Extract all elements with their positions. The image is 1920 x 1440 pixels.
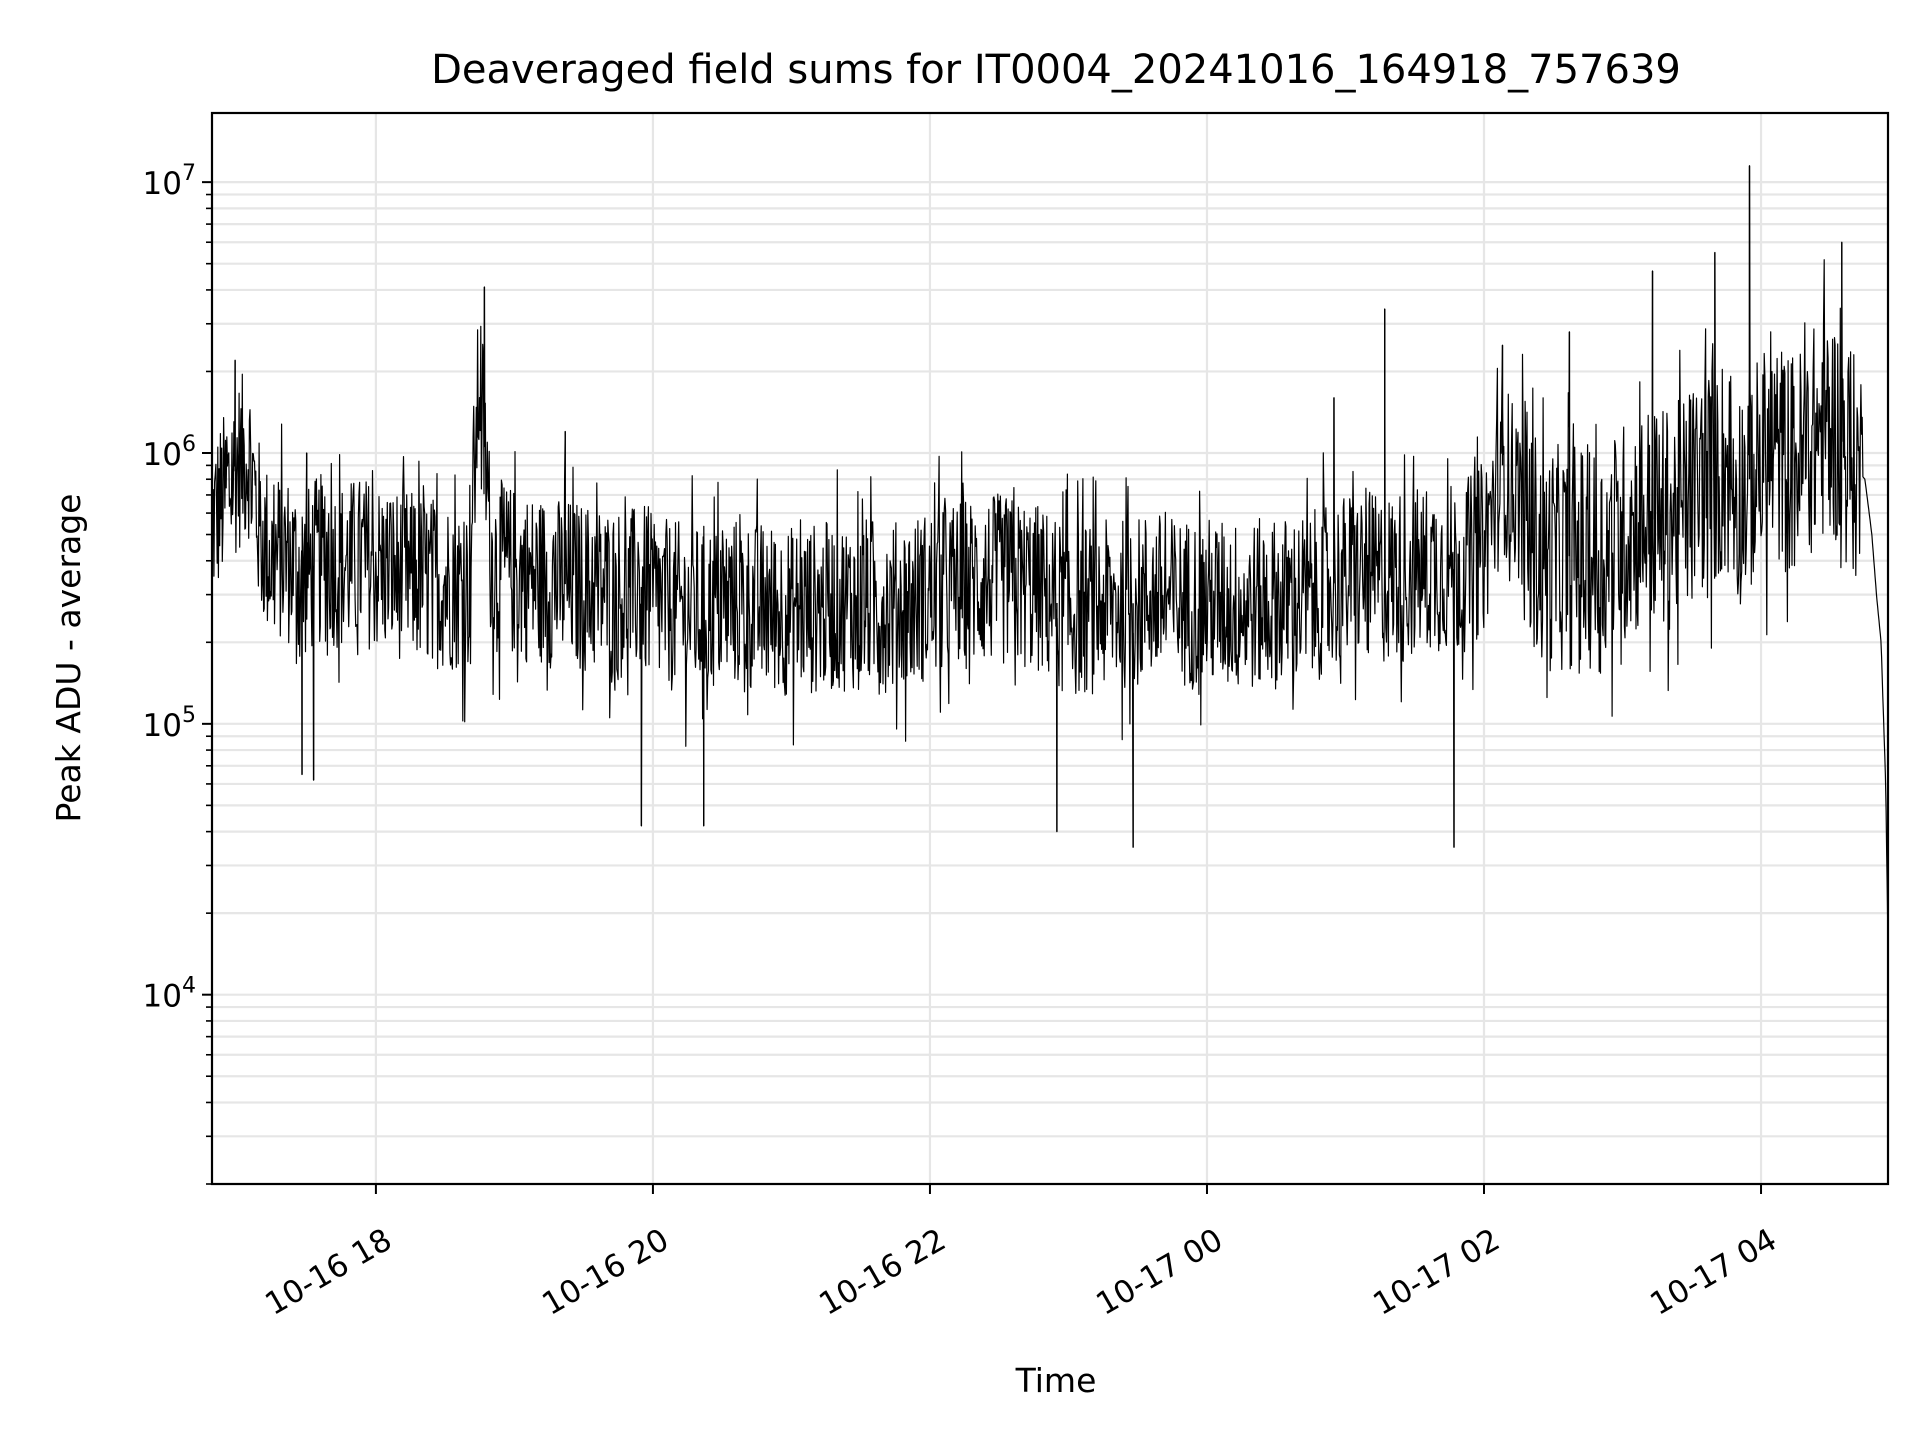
ticks: 104 105 106 107 10-16 18 10-16 20 10-16 22 10-1… <box>143 161 1783 1322</box>
data-line <box>211 165 1889 948</box>
series-line <box>211 165 1889 948</box>
y-tick-label: 105 <box>143 703 196 744</box>
x-tick-label: 10-16 20 <box>536 1222 675 1323</box>
y-axis-label: Peak ADU - average <box>49 494 88 823</box>
y-tick-label: 106 <box>143 432 196 473</box>
y-tick-label: 107 <box>143 161 196 202</box>
x-tick-label: 10-17 00 <box>1090 1222 1229 1323</box>
x-axis-label: Time <box>1015 1361 1097 1400</box>
grid <box>212 113 1888 1186</box>
x-tick-label: 10-16 18 <box>259 1222 398 1323</box>
chart-title: Deaveraged field sums for IT0004_2024101… <box>431 47 1681 93</box>
plot-frame <box>210 111 1890 1186</box>
x-tick-label: 10-16 22 <box>813 1222 952 1323</box>
y-tick-label: 104 <box>143 974 196 1015</box>
x-tick-label: 10-17 02 <box>1367 1222 1506 1323</box>
x-tick-label: 10-17 04 <box>1644 1222 1783 1323</box>
